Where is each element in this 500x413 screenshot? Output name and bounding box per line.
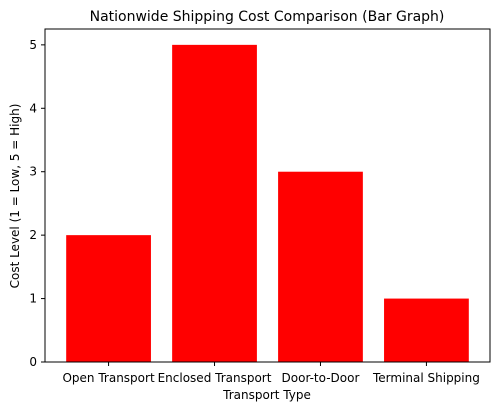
y-axis: 0 1 2 3 4 5 [29,38,45,369]
y-tick-label: 0 [29,355,37,369]
plot-frame [44,28,491,363]
x-axis: Open Transport Enclosed Transport Door-to-… [62,362,480,385]
y-tick-label: 3 [29,165,37,179]
bars-group [66,44,469,362]
y-tick-label: 2 [29,228,37,242]
bar-terminal-shipping [384,298,469,362]
x-axis-label: Transport Type [222,388,311,402]
y-axis-label: Cost Level (1 = Low, 5 = High) [8,104,22,289]
bar-open-transport [66,235,151,362]
x-tick-label-enclosed-transport: Enclosed Transport [158,371,272,385]
x-tick-label-terminal-shipping: Terminal Shipping [372,371,480,385]
y-tick-label: 4 [29,101,37,115]
y-tick-label: 1 [29,292,37,306]
bar-door-to-door [278,171,363,362]
chart-title: Nationwide Shipping Cost Comparison (Bar… [90,9,445,25]
y-tick-label: 5 [29,38,37,52]
x-tick-label-door-to-door: Door-to-Door [282,371,360,385]
bar-enclosed-transport [172,44,257,362]
x-tick-label-open-transport: Open Transport [62,371,154,385]
